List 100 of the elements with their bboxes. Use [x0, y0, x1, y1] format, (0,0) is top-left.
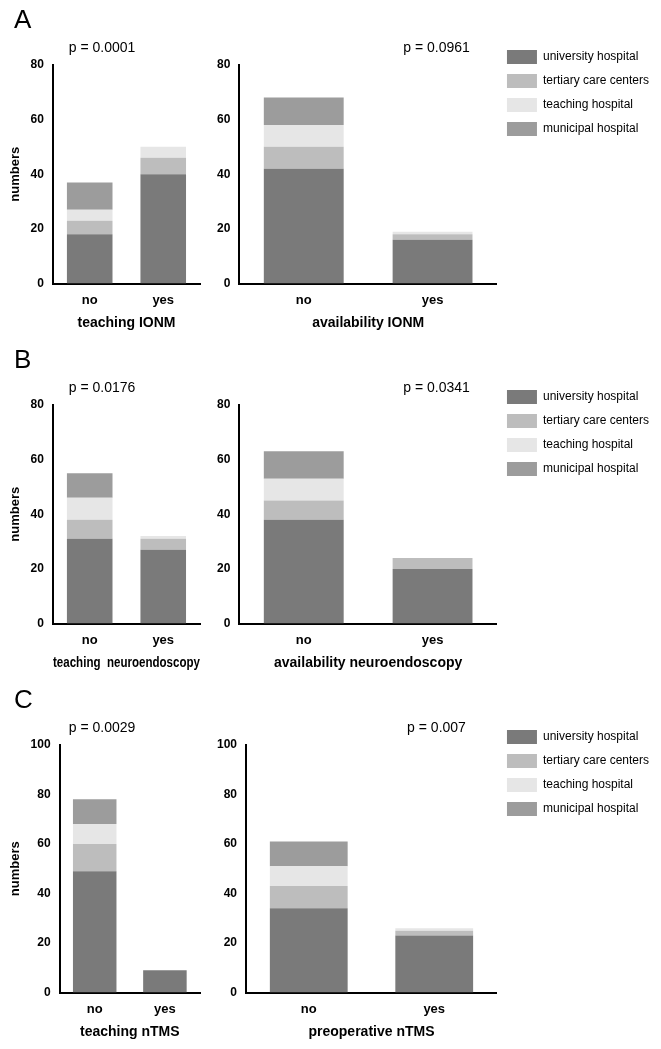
bar	[395, 930, 474, 936]
bar	[143, 970, 187, 993]
bar	[72, 824, 117, 844]
y-tick-label: 0	[223, 615, 231, 630]
bar	[140, 174, 187, 284]
legend-label: municipal hospital	[542, 461, 639, 476]
x-tick-label: yes	[152, 291, 175, 307]
bar	[140, 157, 187, 175]
bar	[66, 538, 113, 624]
legend-label: tertiary care centers	[542, 413, 650, 428]
bar	[140, 538, 187, 550]
chart-title: p = 0.0961	[403, 39, 470, 56]
y-tick-label: 80	[216, 57, 231, 72]
y-tick-label: 80	[30, 57, 45, 72]
bar	[392, 568, 473, 624]
legend-label: university hospital	[542, 729, 639, 744]
x-tick-label: no	[86, 1000, 103, 1016]
y-tick-label: 60	[30, 111, 45, 126]
x-axis-title: teaching nTMS	[80, 1023, 180, 1040]
x-tick-label: yes	[421, 631, 444, 647]
x-tick-label: yes	[423, 1000, 446, 1016]
bar	[263, 500, 344, 520]
y-tick-label: 0	[37, 275, 45, 290]
y-tick-label: 60	[37, 836, 51, 851]
bar	[263, 519, 344, 624]
legend-label: university hospital	[542, 49, 639, 64]
y-tick-label: 0	[223, 275, 231, 290]
bar	[72, 799, 117, 825]
bar	[395, 928, 474, 931]
y-tick-label: 0	[230, 984, 238, 999]
bar	[269, 908, 348, 993]
legend-label: municipal hospital	[542, 121, 639, 136]
bar	[66, 182, 113, 210]
text: B	[14, 344, 32, 375]
x-tick-label: yes	[152, 631, 175, 647]
x-tick-label: no	[81, 291, 98, 307]
bar	[263, 168, 344, 284]
legend-label: tertiary care centers	[542, 753, 650, 768]
legend-label: teaching hospital	[542, 437, 634, 452]
bar	[263, 451, 344, 479]
y-tick-label: 40	[216, 506, 231, 521]
chart-title: p = 0.0176	[68, 379, 136, 396]
bar	[263, 97, 344, 125]
chart-title: p = 0.007	[407, 719, 467, 736]
x-tick-label: no	[300, 1000, 317, 1016]
y-tick-label: 60	[216, 451, 231, 466]
x-tick-label: no	[81, 631, 98, 647]
y-tick-label: 0	[37, 615, 45, 630]
text: A	[14, 4, 32, 35]
x-axis-title: availability neuroendoscopy	[274, 654, 463, 671]
x-axis-title: availability IONM	[312, 314, 425, 331]
legend-label: teaching hospital	[542, 777, 634, 792]
bar	[140, 536, 187, 539]
legend-label: university hospital	[542, 389, 639, 404]
bar	[66, 519, 113, 539]
y-tick-label: 60	[223, 836, 238, 851]
chart-title: p = 0.0001	[68, 39, 136, 56]
bar	[392, 239, 473, 284]
y-tick-label: 60	[30, 451, 45, 466]
y-axis-title: numbers	[7, 146, 23, 202]
y-tick-label: 20	[216, 561, 231, 576]
bar	[66, 497, 113, 520]
bar	[263, 478, 344, 501]
x-tick-label: no	[295, 291, 312, 307]
y-axis-title: numbers	[7, 486, 23, 542]
legend-label: municipal hospital	[542, 801, 639, 816]
y-tick-label: 20	[223, 935, 238, 950]
bar	[395, 935, 474, 993]
bar	[140, 146, 187, 158]
y-tick-label: 40	[37, 885, 51, 900]
y-tick-label: 60	[216, 111, 231, 126]
bar	[140, 549, 187, 624]
x-axis-title: teaching neuroendoscopy	[52, 654, 201, 671]
x-tick-label: yes	[421, 291, 444, 307]
bar	[263, 124, 344, 147]
chart-title: p = 0.0029	[68, 719, 136, 736]
bar	[392, 557, 473, 569]
x-axis-title: teaching IONM	[77, 314, 176, 331]
y-tick-label: 40	[30, 506, 45, 521]
y-tick-label: 80	[37, 786, 51, 801]
y-tick-label: 40	[223, 885, 238, 900]
y-tick-label: 40	[30, 166, 45, 181]
y-tick-label: 80	[216, 397, 231, 412]
bar	[269, 841, 348, 867]
x-axis-title: preoperative nTMS	[308, 1023, 435, 1040]
y-tick-label: 20	[37, 935, 51, 950]
x-tick-label: yes	[154, 1000, 176, 1016]
text: C	[14, 684, 33, 715]
bar	[66, 234, 113, 284]
bar	[66, 473, 113, 498]
y-tick-label: 20	[30, 561, 45, 576]
y-tick-label: 100	[216, 737, 238, 752]
y-tick-label: 100	[30, 737, 51, 752]
bar	[66, 220, 113, 235]
y-tick-label: 80	[30, 397, 45, 412]
bar	[72, 843, 117, 872]
chart-title: p = 0.0341	[403, 379, 470, 396]
legend-label: teaching hospital	[542, 97, 634, 112]
bar	[263, 146, 344, 169]
bar	[269, 866, 348, 887]
